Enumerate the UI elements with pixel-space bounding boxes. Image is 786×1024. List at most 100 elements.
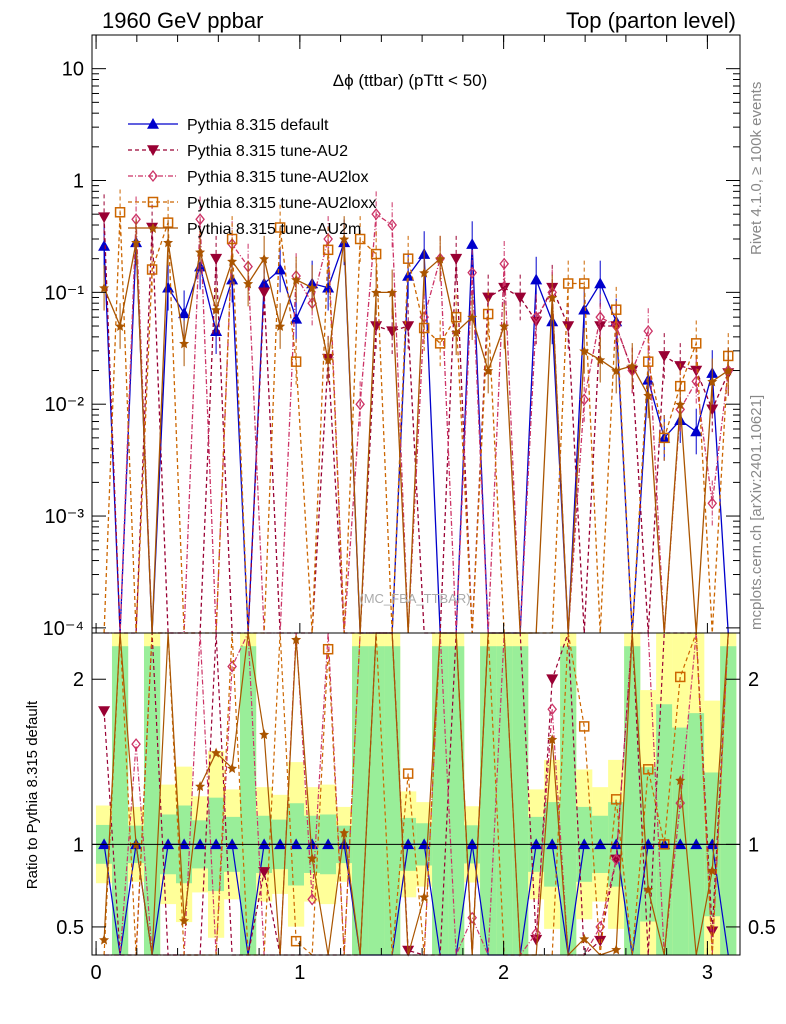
x-tick-label: 0 (91, 962, 102, 984)
data-point (99, 282, 110, 293)
data-point (131, 738, 141, 751)
ratio-y-tick-label-right: 2 (748, 669, 759, 691)
main-y-tick-label: 10⁻⁴ (43, 618, 84, 640)
data-point (322, 244, 334, 256)
data-point (402, 768, 414, 779)
data-point (498, 282, 511, 294)
data-point (675, 399, 686, 410)
ratio-line (103, 632, 729, 957)
data-point (642, 764, 654, 775)
data-point (642, 356, 654, 367)
axes: 10 1 10⁻¹ 10⁻² 10⁻³ 10⁻⁴ 0.5 0.5 1 1 2 2 0 1 2 3 (43, 34, 776, 984)
data-point (290, 356, 302, 367)
data-point (530, 838, 543, 850)
legend-entry: Pythia 8.315 tune-AU2 (128, 143, 348, 160)
x-tick-label: 2 (498, 962, 509, 984)
data-point (643, 325, 654, 338)
data-point (339, 233, 350, 244)
band-1sigma (432, 646, 449, 955)
data-point (658, 351, 671, 362)
data-point (274, 222, 286, 233)
band-1sigma (384, 646, 401, 955)
ratio-line (103, 632, 729, 957)
data-point (258, 838, 271, 850)
legend-label: Pythia 8.315 tune-AU2 (187, 143, 348, 160)
data-point (643, 884, 654, 895)
data-point (178, 307, 191, 319)
data-point (466, 238, 479, 249)
data-point (290, 838, 303, 850)
data-point (162, 281, 175, 293)
data-point (419, 891, 430, 902)
band-1sigma (688, 713, 705, 955)
series-line (104, 213, 729, 634)
data-point (691, 375, 702, 388)
data-point (562, 278, 574, 289)
data-point (467, 911, 478, 924)
band-1sigma (512, 646, 529, 955)
ratio-series-4 (99, 632, 729, 957)
data-point (338, 838, 351, 850)
data-point (355, 398, 365, 411)
legend-label: Pythia 8.315 tune-AU2lox (187, 169, 368, 186)
data-point (226, 838, 239, 850)
ratio-y-tick-label-left: 0.5 (56, 917, 84, 939)
data-point (627, 360, 638, 371)
ratio-y-tick-label-right: 1 (748, 834, 759, 856)
data-point (162, 838, 175, 850)
data-point (451, 327, 462, 338)
data-point (322, 281, 335, 293)
data-point (547, 292, 558, 303)
data-point (402, 838, 415, 850)
data-point (690, 338, 702, 349)
data-point (195, 213, 205, 226)
band-1sigma (496, 646, 513, 955)
data-point (210, 253, 223, 265)
data-point (595, 311, 606, 324)
main-y-tick-label: 10⁻¹ (45, 282, 85, 304)
data-point (579, 933, 590, 944)
legend-label: Pythia 8.315 default (187, 117, 329, 134)
ratio-frame (91, 632, 741, 956)
series-4 (99, 216, 734, 634)
data-point (179, 915, 190, 926)
data-point (354, 233, 366, 245)
data-point (291, 274, 302, 285)
data-point (148, 223, 158, 233)
data-point (578, 838, 591, 850)
band-1sigma (560, 646, 577, 955)
data-point (307, 853, 318, 864)
main-y-tick-label: 10⁻³ (45, 506, 85, 528)
ratio-y-axis-label: Ratio to Pythia 8.315 default (24, 700, 41, 889)
data-point (419, 267, 430, 278)
data-point (483, 365, 494, 376)
data-point (594, 277, 607, 289)
data-point (690, 838, 703, 850)
series-line (103, 238, 729, 634)
data-point (674, 838, 687, 850)
data-point (322, 643, 334, 655)
header-left: 1960 GeV ppbar (102, 8, 264, 33)
data-point (530, 934, 543, 946)
series-layer (98, 189, 735, 957)
data-point (610, 304, 622, 315)
data-point (275, 321, 286, 332)
data-point (195, 246, 206, 257)
header-right: Top (parton level) (566, 8, 736, 33)
data-point (387, 287, 398, 298)
band-1sigma (143, 646, 161, 955)
data-point (290, 935, 302, 947)
data-point (274, 838, 287, 850)
series-line (103, 242, 729, 634)
data-point (371, 287, 382, 298)
series-line (103, 217, 729, 634)
data-point (723, 365, 734, 376)
data-point (530, 273, 543, 285)
data-point (562, 321, 575, 333)
legend-entry: Pythia 8.315 tune-AU2lox (128, 169, 368, 186)
data-point (514, 292, 527, 304)
data-point (211, 747, 222, 758)
data-point (98, 706, 111, 717)
data-point (499, 257, 510, 270)
data-point (98, 838, 111, 850)
